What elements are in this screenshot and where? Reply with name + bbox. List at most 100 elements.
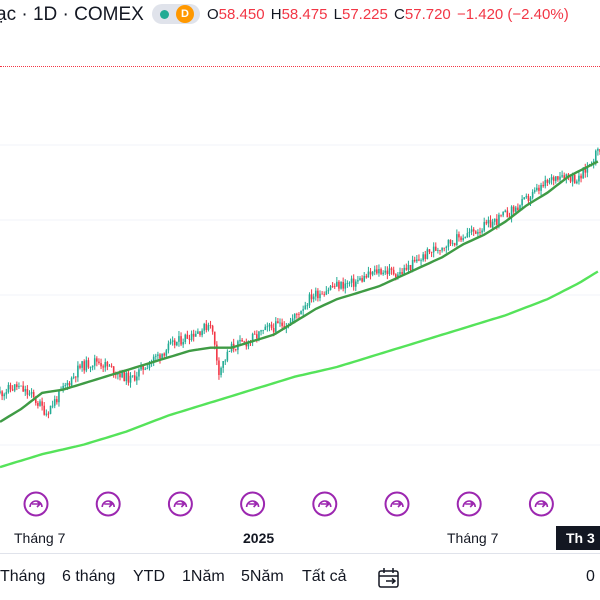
candle-body	[336, 281, 338, 287]
candle-body	[519, 205, 521, 211]
candle-body	[464, 237, 467, 239]
candle-body	[100, 362, 102, 367]
candle-body	[338, 281, 340, 289]
symbol-title[interactable]: ạc · 1D · COMEX	[0, 4, 144, 25]
range-button[interactable]: 1Năm	[182, 568, 225, 585]
candle-body	[127, 372, 130, 383]
range-button[interactable]: 5Năm	[241, 568, 284, 585]
candle-body	[260, 330, 262, 332]
candle-body	[85, 360, 88, 371]
candle-body	[344, 283, 347, 289]
candle-body	[357, 280, 359, 282]
candle-body	[331, 286, 334, 287]
candle-body	[272, 328, 275, 332]
candle-body	[205, 323, 208, 330]
candle-body	[462, 238, 464, 241]
candle-body	[466, 233, 469, 238]
candle-body	[266, 326, 269, 328]
dividend-marker-icon	[528, 491, 554, 517]
candle-body	[169, 341, 172, 344]
candle-body	[197, 331, 199, 334]
candle-body	[504, 210, 507, 212]
candle-body	[538, 187, 540, 191]
candle-body	[106, 362, 109, 367]
candle-body	[481, 230, 483, 233]
candle-body	[216, 344, 218, 361]
candle-body	[531, 191, 534, 198]
candle-body	[142, 365, 144, 370]
candle-body	[380, 269, 382, 275]
candle-body	[394, 274, 397, 278]
candle-body	[53, 399, 56, 406]
candle-body	[104, 362, 107, 368]
ohlc-open: O58.450	[207, 6, 265, 23]
candle-body	[559, 176, 561, 180]
candle-body	[45, 413, 48, 415]
candle-body	[256, 334, 258, 339]
candle-body	[43, 405, 46, 415]
candle-body	[378, 269, 380, 274]
range-button[interactable]: 6 tháng	[62, 568, 116, 585]
candle-body	[447, 239, 450, 247]
candle-body	[594, 150, 597, 162]
candle-body	[110, 365, 113, 367]
status-toggle[interactable]: D	[152, 4, 200, 24]
candle-body	[129, 375, 132, 383]
candle-body	[123, 370, 126, 382]
candle-body	[512, 206, 515, 212]
candle-body	[485, 222, 488, 224]
candle-body	[98, 361, 100, 363]
candle-body	[180, 336, 182, 345]
candle-body	[176, 341, 178, 346]
candle-body	[91, 365, 94, 368]
candle-body	[213, 331, 216, 345]
toolbar-divider	[0, 553, 600, 554]
candle-body	[241, 339, 243, 342]
dividend-marker-icon	[95, 491, 121, 517]
range-button[interactable]: Tất cả	[302, 568, 347, 585]
candle-body	[66, 383, 69, 386]
candle-body	[119, 373, 121, 378]
candle-body	[554, 176, 557, 181]
candle-body	[3, 394, 6, 397]
candle-body	[68, 383, 71, 386]
candle-body	[243, 341, 246, 343]
candle-body	[352, 278, 355, 287]
chart-header: ạc · 1D · COMEX D O58.450 H58.475 L57.22…	[0, 0, 600, 32]
candle-body	[443, 247, 446, 249]
candle-body	[533, 190, 536, 192]
price-chart[interactable]	[0, 70, 600, 522]
candle-body	[451, 243, 454, 245]
candle-body	[333, 286, 336, 288]
time-axis: Tháng 7 2025 Tháng 7	[0, 522, 600, 552]
candle-body	[32, 392, 35, 397]
candle-body	[108, 365, 111, 367]
candle-body	[308, 294, 311, 306]
candle-body	[163, 353, 166, 356]
candle-body	[449, 239, 452, 244]
candle-body	[312, 296, 315, 300]
candle-body	[62, 385, 64, 390]
candle-body	[321, 293, 323, 295]
ma-long-line	[0, 270, 599, 469]
candle-body	[192, 333, 195, 337]
candle-body	[117, 373, 119, 375]
candle-body	[340, 282, 342, 289]
range-button[interactable]: YTD	[133, 568, 165, 585]
candle-body	[350, 278, 353, 283]
candle-body	[437, 250, 439, 251]
candle-body	[81, 361, 83, 368]
candle-body	[390, 268, 393, 270]
candle-body	[224, 360, 227, 362]
calendar-icon[interactable]	[377, 566, 401, 590]
timezone-text[interactable]: 0	[586, 568, 595, 585]
candle-body	[397, 274, 399, 278]
candle-body	[325, 291, 328, 295]
candle-body	[258, 331, 260, 339]
candle-body	[548, 179, 551, 183]
range-button[interactable]: Tháng	[0, 568, 46, 585]
candle-body	[270, 324, 273, 329]
time-label: Tháng 7	[14, 530, 66, 546]
candle-body	[424, 254, 427, 259]
candle-body	[525, 195, 528, 198]
